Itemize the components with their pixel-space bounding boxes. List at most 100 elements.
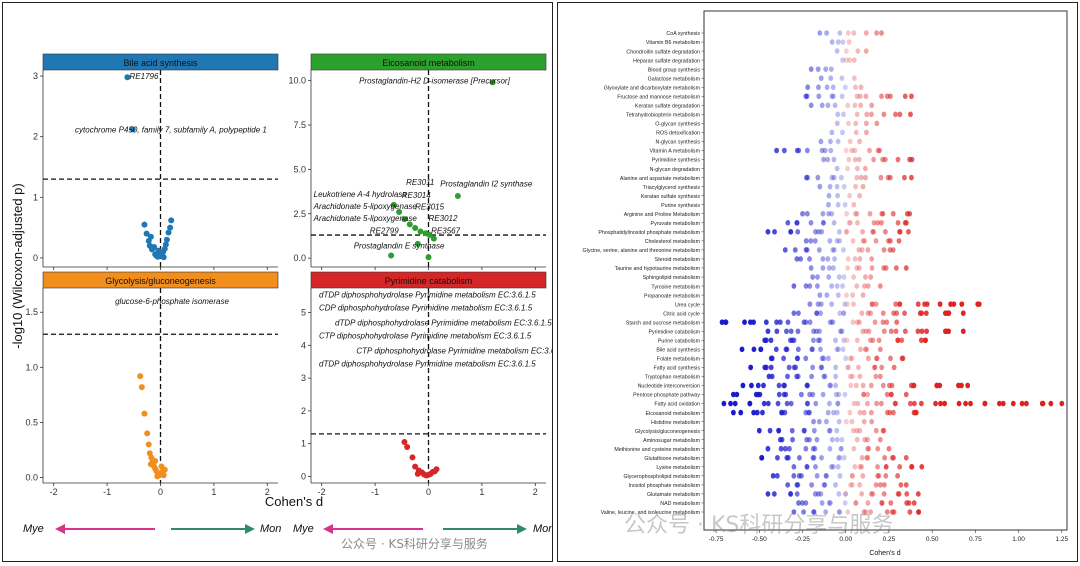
pathway-dot [828,138,833,145]
pathway-dot [851,30,857,36]
pathway-dot [903,482,909,488]
point-label: RE3011 [406,178,434,187]
pathway-label: Glutathione metabolism [644,456,700,462]
data-point [409,454,416,461]
pathway-dot [865,310,871,316]
pathway-dot [846,156,852,163]
pathway-dot [790,436,795,443]
pathway-dot [740,382,746,389]
pathway-dot [869,102,875,109]
pathway-dot [863,274,868,280]
pathway-dot [1000,400,1006,407]
data-point [141,410,148,417]
pathway-dot [841,310,847,316]
pathway-dot [892,400,898,407]
pathway-label: Urea cycle [675,302,700,308]
pathway-label: Sphingolipid metabolism [643,275,701,281]
pathway-dot [808,102,814,109]
pathway-dot [779,436,785,443]
pathway-dot [818,75,824,81]
facet-3: Glycolysis/gluconeogenesis 0.0 0.5 1.0 1.5 -2… [25,271,279,497]
pathway-dot [835,400,841,407]
arrow-left-1-head [55,524,65,534]
pathway-dot [880,310,886,316]
y-tick-label: 0 [301,471,306,481]
pathway-dot [860,328,866,335]
pathway-dot [818,301,824,307]
pathway-dot [897,464,903,470]
pathway-dot [889,382,895,389]
pathway-dot [853,500,859,506]
pathway-dot [808,219,814,226]
pathway-dot [825,156,831,163]
pathway-dot [902,310,907,316]
pathway-dot [877,283,883,289]
x-tick-label: 0 [426,487,431,497]
pathway-dot [850,319,856,326]
pathway-dot [869,265,875,271]
pathway-dot [841,310,847,316]
pathway-dot [855,400,861,407]
pathway-dot [808,265,814,271]
pathway-dot [847,57,853,63]
y-tick-label: 0.0 [293,253,306,263]
pathway-dot [828,382,834,389]
pathway-label: Fatty acid oxidation [654,402,700,408]
pathway-dot [842,201,848,208]
pathway-dot [829,319,835,326]
pathway-dot [827,183,833,190]
pathway-dot [866,445,872,452]
pathway-dot [832,247,837,253]
pathway-dot [815,491,821,497]
pathway-dot [946,310,952,316]
facet-title: Pyrimidine catabolism [385,276,473,286]
pathway-dot [942,400,948,407]
data-point [165,229,172,236]
pathway-dot [845,102,851,109]
pathway-dot [809,373,815,380]
pathway-dot [820,265,826,271]
pathway-dot [830,247,836,253]
pathway-label: Blood group synthesis [648,67,700,73]
data-point [430,235,437,242]
pathway-dot [791,337,797,344]
facet-title: Eicosanoid metabolism [382,58,475,68]
pathway-dot [807,391,813,398]
y-tick-label: 10.0 [288,76,306,86]
pathway-dot [847,192,852,199]
pathway-dot [919,464,925,470]
pathway-label: Pyrimidine synthesis [652,158,701,164]
pathway-dot [849,147,855,154]
pathway-dot [858,346,863,353]
pathway-dot [887,174,893,181]
pathway-dot [719,319,725,326]
pathway-dot [794,355,800,362]
pathway-dot [922,301,927,307]
pathway-dot [811,454,817,461]
direction-mon-label-2: Mon [533,523,552,535]
pathway-dot [875,147,881,154]
x-tick-label: 1 [479,487,484,497]
pathway-dot [903,391,909,398]
pathway-dot [888,328,894,335]
pathway-dot [906,229,911,235]
pathway-dot [792,247,798,253]
data-point [147,461,154,468]
pathway-dot [851,274,856,280]
pathway-dot [761,382,766,389]
pathway-dot [843,48,849,54]
point-label: RE3014 [402,191,431,200]
pathway-dot [923,310,929,316]
pathway-dot [835,138,841,145]
pathway-dot [888,391,894,398]
pathway-dot [816,93,822,100]
volcano-plots-svg: -log10 (Wilcoxon-adjusted p) Cohen's d M… [10,53,569,535]
pathway-dot [810,274,816,280]
pathway-dot [811,509,817,515]
point-label: dTDP diphosphohydrolase Pyrimidine metab… [319,359,536,368]
pathway-dot [839,328,845,335]
pathway-dot [770,473,776,479]
pathway-dot [859,310,865,316]
pathway-dot [915,491,921,497]
pathway-dot [810,364,816,371]
